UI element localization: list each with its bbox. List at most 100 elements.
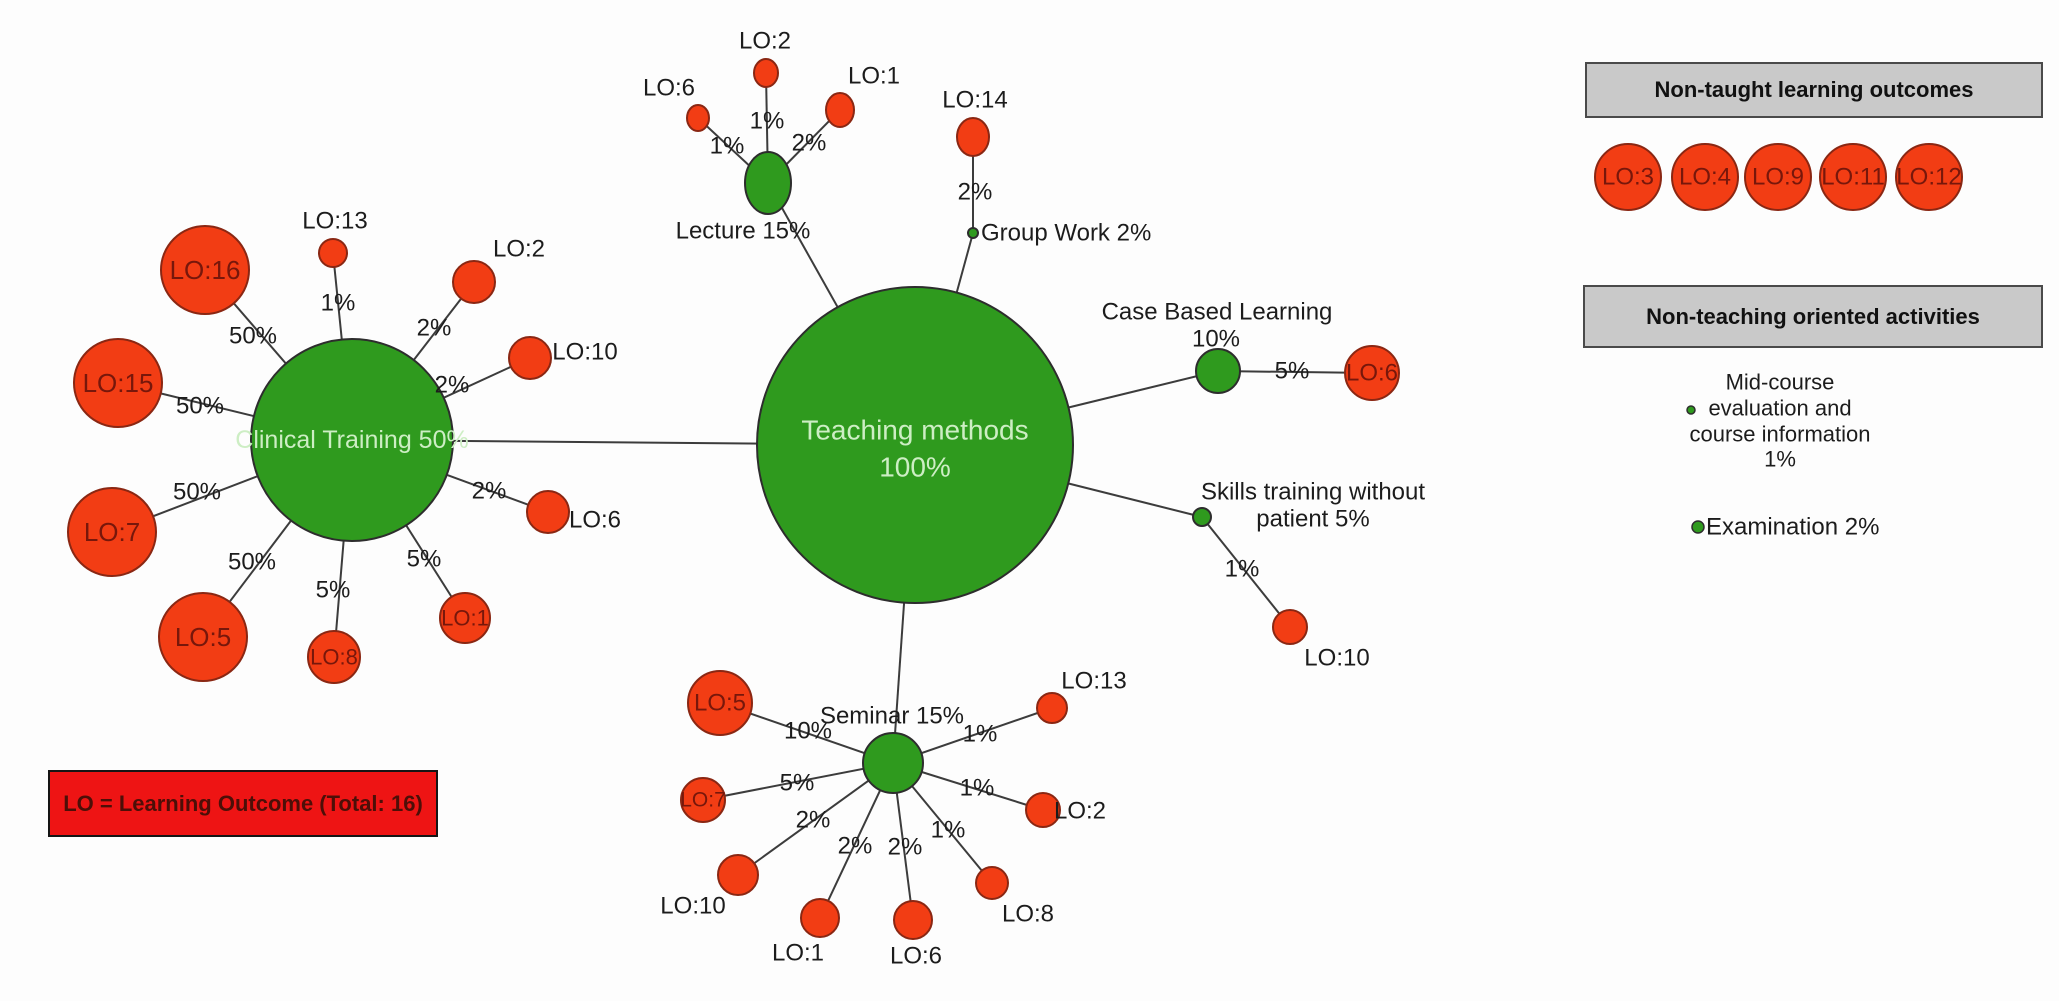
activity-node-skills [1192,507,1212,527]
lo-label-c2: LO:2 [493,236,545,263]
lo-node-m5 [687,670,753,736]
lo-label-c13: LO:13 [302,208,367,235]
lo-node-b6 [1344,345,1400,401]
non-taught-lo-label: LO:11 [1821,164,1885,191]
non-teaching-item-label: course information [1690,422,1871,447]
edge-pct-m13: 1% [963,721,998,748]
legend-text: LO = Learning Outcome (Total: 16) [63,790,423,816]
edge-pct-c1: 5% [407,546,442,573]
activity-label-skills: Skills training without [1201,479,1425,506]
lo-node-c16 [160,225,250,315]
legend-box: LO = Learning Outcome (Total: 16) [48,770,438,837]
lo-node-m2 [1025,792,1061,828]
activity-label-lecture: Lecture 15% [676,218,811,245]
edge-pct-c2: 2% [417,315,452,342]
lo-label-m10: LO:10 [660,893,725,920]
lo-node-l6 [686,104,710,132]
activity-label-clinical: Clinical Training 50% [235,426,468,454]
activity-label-seminar: Seminar 15% [820,703,964,730]
non-taught-outcomes-title: Non-taught learning outcomes [1654,77,1974,102]
non-teaching-item-label: evaluation and [1708,396,1851,421]
edge-pct-m6: 2% [888,834,923,861]
non-taught-lo-node [1744,143,1812,211]
lo-node-c10 [508,336,552,380]
non-teaching-activities-title: Non-teaching oriented activities [1646,303,1980,329]
activity-node-lecture [744,151,792,215]
lo-node-m13 [1036,692,1068,724]
edge-skills-s10 [1201,516,1291,628]
lo-node-c6 [526,490,570,534]
lo-node-l1 [825,92,855,128]
lo-node-g14 [956,117,990,157]
activity-label-teaching: Teaching methods [801,415,1028,446]
non-taught-lo-node [1819,143,1887,211]
lo-label-m8: LO:8 [1002,901,1054,928]
lo-label-m13: LO:13 [1061,668,1126,695]
edge-pct-c5: 50% [228,549,276,576]
activity-label-teaching: 100% [879,452,951,483]
lo-label-c7: LO:7 [84,517,140,547]
non-taught-lo-label: LO:12 [1896,164,1961,191]
activity-node-groupwork [967,227,979,239]
edge-pct-m7: 5% [780,770,815,797]
lo-label-m2: LO:2 [1054,798,1106,825]
non-teaching-item-label: Mid-course [1726,370,1835,395]
edge-pct-c15: 50% [176,393,224,420]
non-taught-lo-node [1671,143,1739,211]
lo-label-m5: LO:5 [694,690,746,717]
edge-pct-l1: 2% [792,130,827,157]
non-taught-lo-label: LO:3 [1602,164,1654,191]
non-teaching-activity-dot [1691,520,1705,534]
non-taught-lo-label: LO:4 [1679,164,1731,191]
lo-node-c2 [452,260,496,304]
lo-node-m7 [680,777,726,823]
edge-pct-l2: 1% [750,108,785,135]
activity-label-skills: patient 5% [1256,506,1369,533]
non-taught-lo-node [1895,143,1963,211]
edge-pct-c13: 1% [321,290,356,317]
edge-pct-c10: 2% [435,372,470,399]
activity-node-teaching [756,286,1074,604]
activity-label-groupwork: Group Work 2% [981,220,1151,247]
edge-pct-g14: 2% [958,179,993,206]
lo-node-s10 [1272,609,1308,645]
lo-label-l6: LO:6 [643,75,695,102]
edge-seminar-m10 [737,762,894,876]
non-teaching-item-label: Examination 2% [1706,514,1879,541]
lo-node-c8 [307,630,361,684]
lo-label-c10: LO:10 [552,339,617,366]
edge-pct-l6: 1% [710,133,745,160]
lo-node-m1 [800,898,840,938]
lo-node-m10 [717,854,759,896]
lo-label-m7: LO:7 [680,789,726,812]
edge-pct-m5: 10% [784,718,832,745]
edge-pct-m1: 2% [838,833,873,860]
lo-label-b6: LO:6 [1346,360,1398,387]
edge-pct-b6: 5% [1275,358,1310,385]
edge-pct-c7: 50% [173,479,221,506]
lo-node-m6 [893,900,933,940]
non-taught-lo-node [1594,143,1662,211]
lo-label-g14: LO:14 [942,87,1007,114]
edge-pct-m10: 2% [796,807,831,834]
lo-label-c6: LO:6 [569,507,621,534]
activity-label-cbl: 10% [1192,326,1240,353]
edge-pct-m2: 1% [960,775,995,802]
non-taught-outcomes-header: Non-taught learning outcomes [1585,62,2043,118]
edge-pct-c6: 2% [472,478,507,505]
lo-label-c8: LO:8 [310,645,358,670]
non-teaching-activities-header: Non-teaching oriented activities [1583,285,2043,348]
lo-label-c16: LO:16 [170,255,241,285]
labels-layer: Teaching methods 100% Clinical Training 50… [83,28,1962,970]
activity-node-clinical [250,338,454,542]
lo-label-c5: LO:5 [175,622,231,652]
lo-label-c15: LO:15 [83,368,154,398]
lo-label-l1: LO:1 [848,63,900,90]
edge-pct-c16: 50% [229,323,277,350]
lo-node-c5 [158,592,248,682]
non-taught-lo-label: LO:9 [1752,164,1804,191]
lo-node-l2 [753,58,779,88]
activity-node-seminar [862,732,924,794]
